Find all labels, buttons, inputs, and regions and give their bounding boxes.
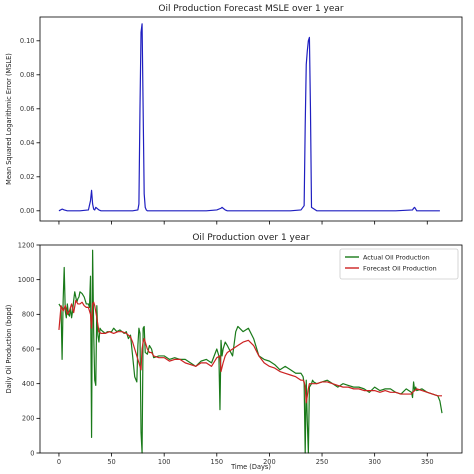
production-plot-area: 0 50 100 150 200 250 300 350 0 200 400 600 800 1000 12… [18,241,463,466]
y-tick-label: 800 [22,311,35,319]
msle-y-axis-label: Mean Squared Logarithmic Error (MSLE) [5,53,13,185]
x-tick-label: 150 [211,458,224,466]
production-legend: Actual Oil Production Forecast Oil Produc… [339,248,459,280]
plot-frame [39,16,463,222]
legend-label: Forecast Oil Production [363,264,437,272]
legend-label: Actual Oil Production [363,253,430,261]
y-tick-label: 0 [30,449,34,457]
x-tick-label: 250 [316,458,329,466]
y-tick-label: 400 [22,380,35,388]
msle-plot-area: 0.00 0.02 0.04 0.06 0.08 0.10 [20,16,463,225]
series-line-msle-series-0 [58,23,440,212]
x-tick-label: 300 [368,458,381,466]
series-line-forecast-oil-production [58,299,442,404]
y-tick-label: 600 [22,345,35,353]
x-tick-label: 350 [421,458,434,466]
y-tick-label: 0.10 [20,37,35,45]
msle-chart-title: Oil Production Forecast MSLE over 1 year [158,4,344,14]
y-tick-label: 0.08 [20,71,35,79]
x-tick-label: 0 [57,458,61,466]
series-line-actual-oil-production [58,249,443,454]
production-chart-title: Oil Production over 1 year [192,233,310,243]
legend-box [339,248,459,280]
y-tick-label: 0.04 [20,139,35,147]
y-tick-label: 1000 [18,276,35,284]
y-tick-label: 0.06 [20,105,35,113]
production-x-axis-label: Time (Days) [230,463,271,471]
msle-panel: Oil Production Forecast MSLE over 1 year… [5,4,463,225]
y-tick-label: 1200 [18,241,35,249]
x-tick-label: 100 [158,458,171,466]
y-tick-label: 200 [22,415,35,423]
x-tick-label: 200 [263,458,276,466]
production-panel: Oil Production over 1 year Daily Oil Pro… [5,233,463,471]
x-tick-label: 50 [107,458,115,466]
y-tick-label: 0.00 [20,207,35,215]
production-y-axis-label: Daily Oil Production (bopd) [5,305,13,394]
y-tick-label: 0.02 [20,173,35,181]
